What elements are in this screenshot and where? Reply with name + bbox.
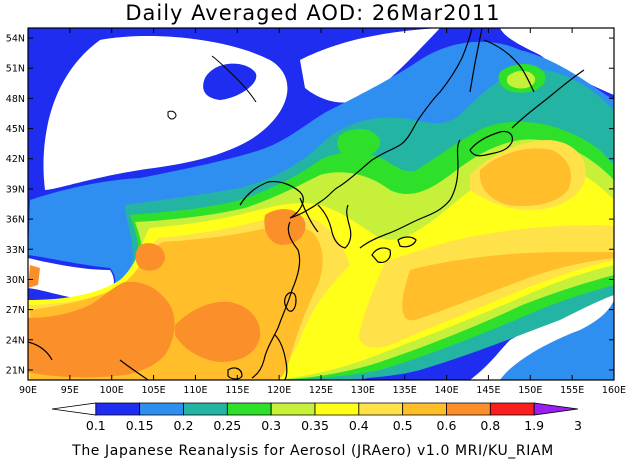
coastline-sakhalin [469,28,483,93]
colorbar-level-label: 0.5 [393,418,413,433]
colorbar-swatch [139,402,184,416]
colorbar-level-label: 3 [574,418,582,433]
lat-tick-label: 21N [6,365,25,376]
colorbar-level-label: 0.25 [213,418,241,433]
colorbar-level-label: 0.3 [261,418,281,433]
lat-tick-label: 24N [6,335,25,346]
coastline-taiwan [284,291,297,312]
colorbar-level-label: 1.9 [524,418,544,433]
map-title: Daily Averaged AOD: 26Mar2011 [125,1,501,25]
colorbar-swatch [533,402,579,416]
coastlines [28,28,585,380]
coastline-philippines [274,334,288,380]
colorbar-level-label: 0.2 [174,418,194,433]
credit-line: The Japanese Reanalysis for Aerosol (JRA… [72,443,554,459]
lat-tick-label: 54N [6,34,25,45]
lat-tick-label: 27N [6,305,25,316]
colorbar-swatch [402,402,447,416]
lon-tick-label: 100E [100,385,124,396]
coastline-japan-kyushu [371,247,391,263]
lon-tick-label: 135E [393,385,417,396]
coastline-asia-mainland [239,28,473,379]
aod-level-0.3-blob [506,70,536,89]
axis-ticks: 90E 95E 100E 105E 110E 115E 120E 125E 130E 135E 14… [6,28,626,396]
aod-level-0.5 [30,148,614,380]
coastline-japan-shikoku [397,236,417,248]
lon-tick-label: 155E [560,385,584,396]
colorbar: 0.1 0.15 0.2 0.25 0.3 0.35 0.4 0.5 0.6 0.8 1.9 3 [51,402,582,433]
lon-tick-label: 125E [309,385,333,396]
lat-tick-label: 42N [6,154,25,165]
lon-tick-label: 95E [61,385,79,396]
lat-tick-label: 51N [6,64,25,75]
colorbar-level-label: 0.35 [301,418,329,433]
lat-tick-label: 33N [6,245,25,256]
lon-tick-label: 150E [518,385,542,396]
aod-level-0.6 [28,209,306,378]
lat-tick-label: 36N [6,215,25,226]
colorbar-swatch [51,402,97,416]
coastline-japan-hokkaido [469,130,513,157]
coastline-japan-honshu [359,139,461,249]
colorbar-swatch [358,402,404,416]
aod-level-0.6-blob [135,243,165,271]
colorbar-swatch [95,402,141,416]
colorbar-swatch [489,402,535,416]
aod-level-0.1-blob [203,63,257,100]
aod-level-0.25-blob2 [337,128,381,159]
coastline-indochina [28,341,149,380]
lon-tick-label: 140E [435,385,459,396]
lon-tick-label: 110E [183,385,207,396]
coastline-lake [167,110,177,120]
lon-tick-label: 90E [19,385,37,396]
lat-tick-label: 48N [6,94,25,105]
colorbar-level-label: 0.8 [480,418,500,433]
coastline-hainan [227,367,243,380]
colorbar-level-label: 0.15 [126,418,154,433]
lat-tick-label: 39N [6,184,25,195]
lon-tick-label: 120E [267,385,291,396]
colorbar-swatch [183,402,228,416]
colorbar-level-label: 0.4 [349,418,369,433]
lon-tick-label: 105E [142,385,166,396]
colorbar-swatch [270,402,316,416]
coastline-sea-of-okhotsk [483,39,535,93]
colorbar-level-label: 0.1 [86,418,106,433]
lon-tick-label: 160E [602,385,626,396]
colorbar-swatch [226,402,272,416]
lon-tick-label: 115E [225,385,249,396]
coastline-kuril [511,69,585,129]
colorbar-swatch [446,402,491,416]
lon-tick-label: 130E [351,385,375,396]
aod-field [28,28,614,380]
lat-tick-label: 45N [6,124,25,135]
colorbar-swatch [314,402,360,416]
lat-tick-label: 30N [6,275,25,286]
colorbar-level-label: 0.6 [437,418,457,433]
lon-tick-label: 145E [476,385,500,396]
coastline-lake-baikal [211,55,257,103]
coastline-korea-west [299,197,319,233]
